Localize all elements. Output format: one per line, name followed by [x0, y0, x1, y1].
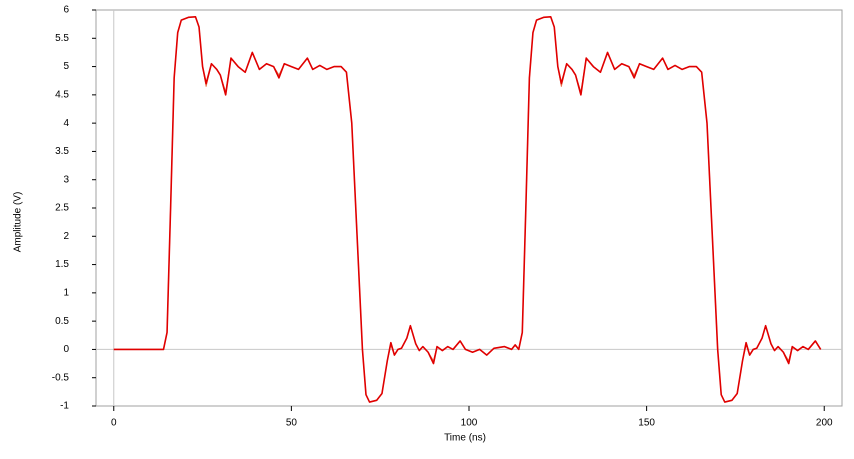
x-tick-label: 0	[111, 418, 117, 429]
y-tick-label: 6	[63, 5, 69, 16]
x-tick-label: 200	[816, 418, 833, 429]
plot-frame	[95, 9, 843, 407]
y-tick-label: 0	[63, 344, 69, 355]
y-tick-label: 3.5	[55, 146, 69, 157]
y-tick-label: 2	[63, 231, 69, 242]
y-tick-label: 1	[63, 287, 69, 298]
signal-line	[113, 15, 822, 403]
x-axis-label: Time (ns)	[444, 433, 486, 444]
y-axis-label: Amplitude (V)	[13, 192, 24, 253]
y-tick-label: -1	[60, 401, 69, 412]
y-tick-label: 1.5	[55, 259, 69, 270]
x-tick-label: 50	[286, 418, 298, 429]
y-tick-label: 4	[63, 118, 69, 129]
y-tick-label: 5	[63, 61, 69, 72]
y-tick-label: 0.5	[55, 316, 69, 327]
y-tick-label: 3	[63, 174, 69, 185]
y-tick-label: 5.5	[55, 33, 69, 44]
x-tick-label: 150	[638, 418, 655, 429]
x-tick-label: 100	[461, 418, 478, 429]
y-tick-label: 4.5	[55, 89, 69, 100]
y-tick-label: -0.5	[52, 372, 70, 383]
y-tick-label: 2.5	[55, 203, 69, 214]
